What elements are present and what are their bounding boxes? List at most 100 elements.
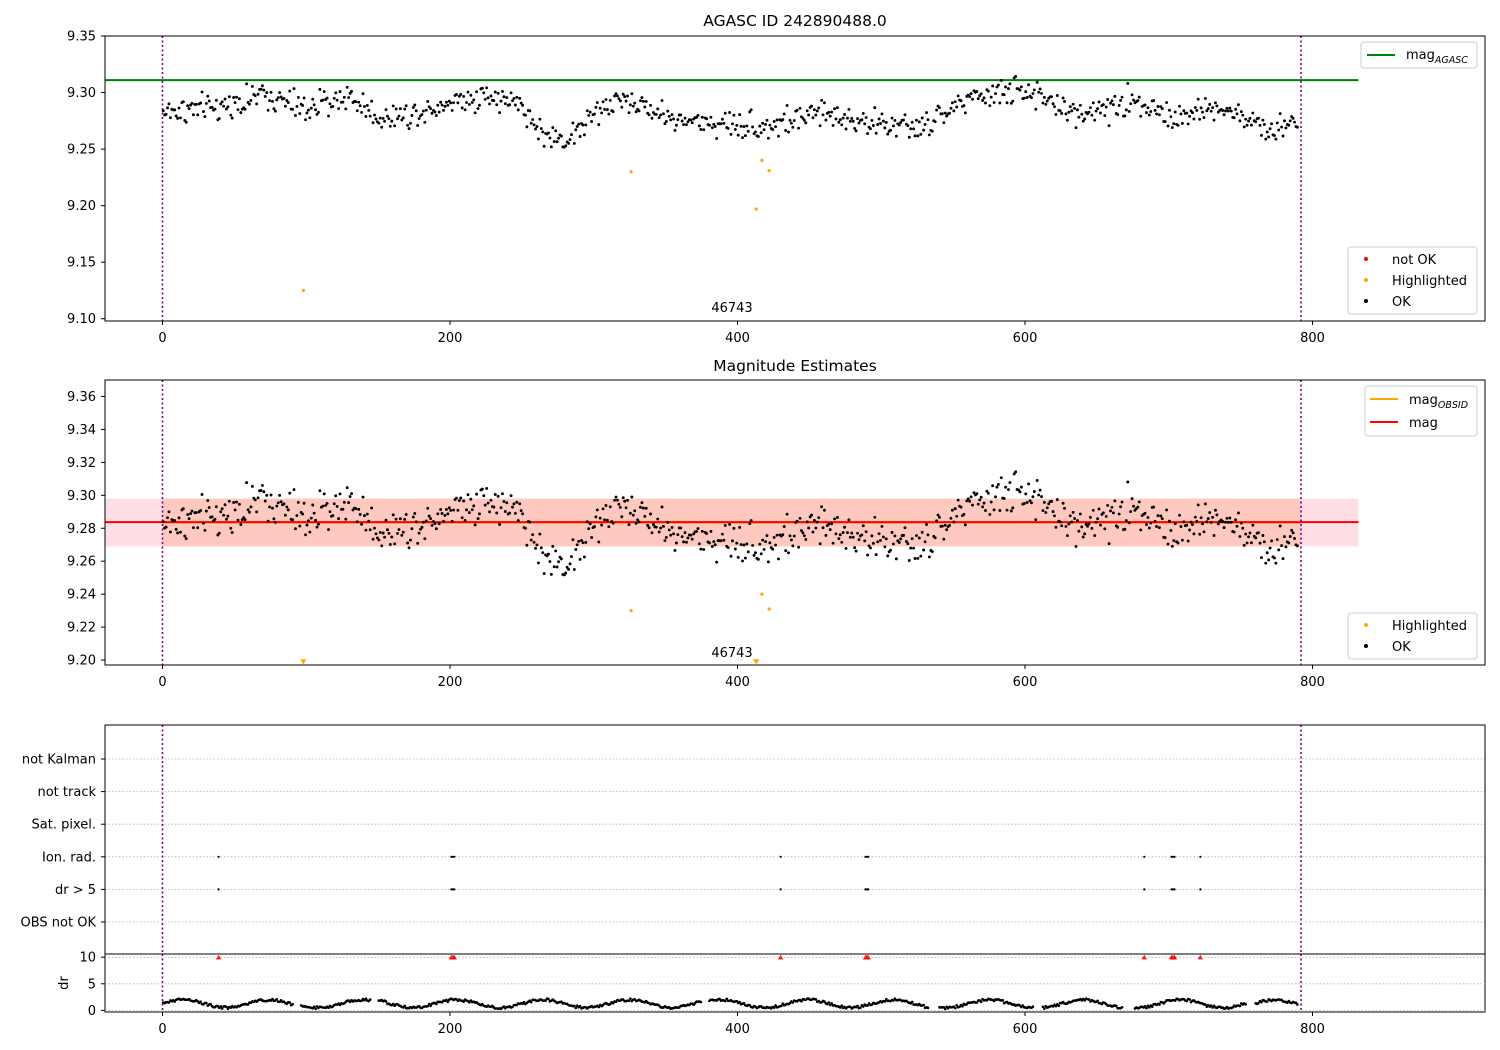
ok-point: [607, 525, 611, 529]
ok-point: [292, 87, 296, 91]
ok-point: [764, 122, 767, 126]
ok-point: [1123, 114, 1127, 118]
ok-point: [640, 501, 644, 505]
ok-point: [387, 117, 391, 121]
ok-point: [749, 519, 753, 522]
ok-point: [404, 513, 408, 516]
ok-point: [202, 521, 205, 525]
ok-point: [1061, 96, 1065, 100]
ok-point: [907, 135, 911, 139]
dr-point: [1041, 1005, 1045, 1009]
ok-point: [696, 113, 700, 117]
ok-point: [1155, 524, 1158, 528]
ok-point: [848, 535, 852, 539]
ok-point: [1009, 509, 1013, 513]
ok-point: [1170, 126, 1174, 129]
ok-point: [860, 533, 864, 537]
ok-point: [702, 547, 706, 551]
ok-point: [1061, 501, 1065, 505]
ok-point: [1172, 122, 1176, 126]
ok-point: [1198, 117, 1202, 121]
ok-point: [647, 526, 651, 530]
ok-point: [306, 519, 310, 523]
ok-point: [676, 118, 680, 122]
ok-point: [601, 100, 605, 104]
ok-point: [232, 96, 236, 99]
ok-point: [501, 89, 504, 93]
ok-point: [564, 144, 568, 148]
ok-point: [996, 482, 1000, 486]
ok-point: [173, 108, 177, 112]
ok-point: [667, 114, 671, 118]
ok-point: [853, 546, 857, 550]
ok-point: [245, 82, 249, 86]
ok-point: [984, 509, 987, 512]
ok-point: [746, 129, 750, 133]
ok-point: [1096, 517, 1100, 521]
dr-point: [1238, 1004, 1242, 1008]
ok-point: [772, 535, 776, 539]
y-tick-label: 9.36: [67, 390, 96, 405]
highlighted-below-range-marker: [300, 659, 307, 665]
ok-point: [639, 505, 642, 509]
ok-point: [979, 495, 983, 499]
ok-point: [263, 499, 267, 503]
x-tick-label: 800: [1300, 1022, 1325, 1037]
ok-point: [181, 507, 185, 511]
ok-point: [1201, 110, 1204, 114]
ok-point: [741, 136, 744, 140]
ok-point: [732, 526, 736, 530]
ok-point: [1295, 125, 1299, 129]
ok-point: [646, 523, 650, 527]
ok-point: [1229, 109, 1233, 113]
ok-point: [391, 104, 395, 108]
ok-point: [1235, 524, 1239, 528]
flag-point: [453, 888, 456, 891]
ok-point: [972, 491, 976, 495]
ok-point: [1130, 497, 1134, 501]
ok-point: [203, 528, 207, 532]
ok-point: [628, 511, 632, 515]
ok-point: [1032, 88, 1036, 92]
ok-point: [906, 542, 910, 546]
ok-point: [1235, 112, 1239, 116]
ok-point: [1091, 508, 1095, 512]
ok-point: [549, 572, 553, 576]
ok-point: [1228, 106, 1232, 110]
dr-point: [827, 1001, 831, 1004]
ok-point: [462, 499, 466, 503]
ok-point: [886, 132, 890, 136]
ok-point: [518, 502, 522, 506]
ok-point: [559, 557, 563, 561]
ok-point: [870, 118, 874, 122]
dr-point: [1145, 1006, 1148, 1010]
ok-point: [807, 526, 811, 530]
ok-point: [1053, 105, 1056, 109]
ok-point: [237, 97, 241, 101]
ok-point: [542, 144, 546, 148]
ok-point: [1221, 519, 1225, 523]
ok-point: [1291, 531, 1295, 535]
ok-point: [834, 532, 838, 536]
ok-point: [641, 99, 645, 103]
ok-point: [660, 505, 664, 509]
ok-point: [519, 509, 523, 513]
ok-point: [1093, 118, 1097, 122]
ok-point: [312, 511, 316, 515]
ok-point: [273, 520, 277, 524]
ok-point: [948, 111, 951, 115]
ok-point: [933, 536, 937, 540]
ok-point: [1051, 510, 1055, 514]
ok-point: [628, 103, 632, 107]
ok-point: [732, 113, 736, 117]
ok-point: [383, 119, 387, 123]
ok-point: [534, 127, 537, 131]
ok-point: [847, 518, 851, 522]
ok-point: [271, 99, 274, 103]
flag-point: [1199, 855, 1202, 858]
ok-point: [720, 532, 724, 536]
ok-point: [406, 541, 410, 545]
x-tick-label: 200: [438, 331, 463, 346]
ok-point: [1188, 114, 1192, 118]
ok-point: [1080, 112, 1084, 116]
